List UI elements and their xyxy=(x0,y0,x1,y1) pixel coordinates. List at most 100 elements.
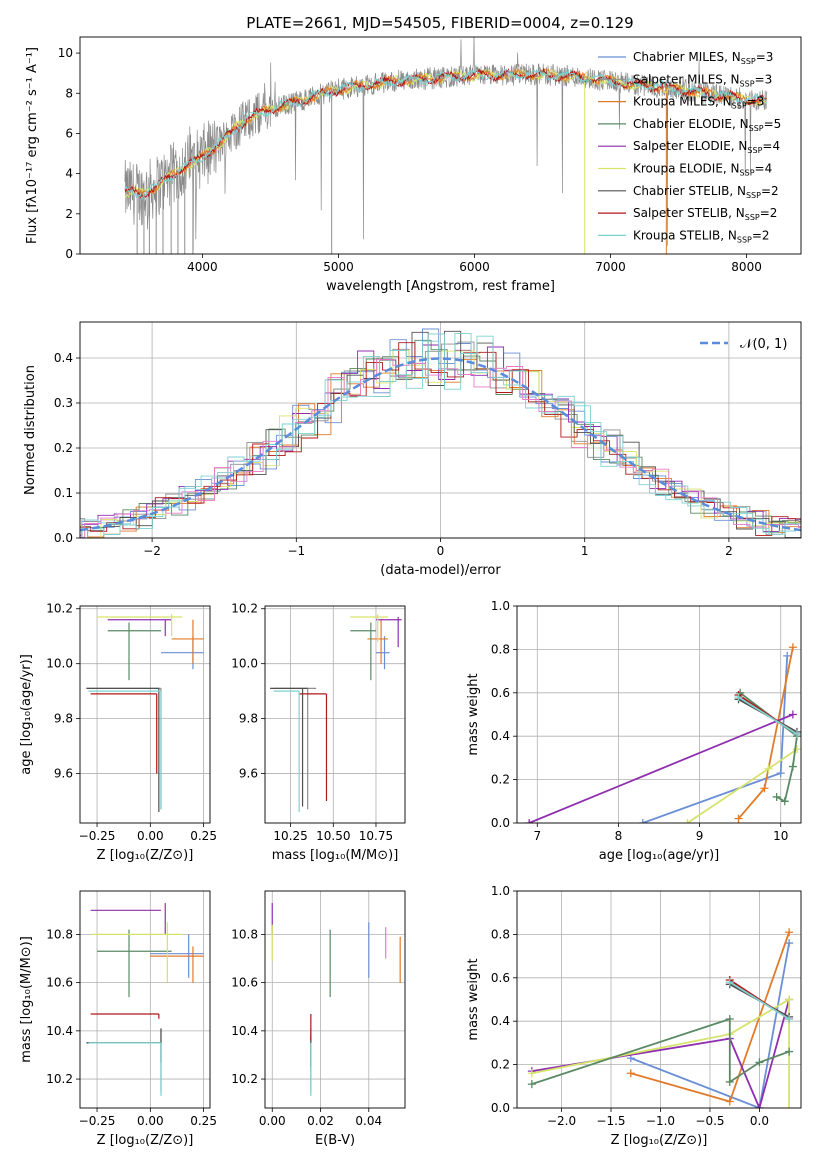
y-tick-label: 0.8 xyxy=(491,927,510,941)
weight-marker-kroupa_miles xyxy=(788,643,797,652)
axes-frame xyxy=(79,36,802,255)
y-tick-label: 10.4 xyxy=(46,1024,73,1038)
y-tick-label: 10.6 xyxy=(46,976,73,990)
weight-line-chabrier_miles xyxy=(642,655,789,823)
x-tick-label: 0.04 xyxy=(355,1114,382,1128)
x-tick-label: 0.00 xyxy=(137,1114,164,1128)
weight-marker-chabrier_elodie xyxy=(772,792,781,801)
y-tick-label: 0.2 xyxy=(491,1058,510,1072)
x-tick-label: −1 xyxy=(287,544,305,558)
x-tick-label: 4000 xyxy=(187,260,218,274)
y-tick-label: 6 xyxy=(65,126,73,140)
x-tick-label: −0.25 xyxy=(79,1114,116,1128)
y-tick-label: 0.4 xyxy=(491,1014,510,1028)
x-tick-label: 0.00 xyxy=(137,829,164,843)
y-tick-label: 0.0 xyxy=(491,1101,510,1115)
y-tick-label: 10.2 xyxy=(46,602,73,616)
legend-label-kroupa_miles: Kroupa MILES, NSSP=3 xyxy=(633,95,764,111)
model-spectrum-kroupa_stelib xyxy=(124,68,767,201)
legend-label-kroupa_elodie: Kroupa ELODIE, NSSP=4 xyxy=(633,162,772,178)
x-tick-label: −0.5 xyxy=(695,1114,724,1128)
axes-frame xyxy=(516,605,802,824)
y-axis-label: Flux [fλ10⁻¹⁷ erg cm⁻² s⁻¹ A⁻¹] xyxy=(25,47,40,244)
axes-frame xyxy=(79,605,211,824)
axes-frame xyxy=(264,605,406,824)
plot-area xyxy=(527,928,794,1108)
weight-marker-kroupa_miles xyxy=(785,928,794,937)
weight-marker-chabrier_elodie xyxy=(725,1077,734,1086)
x-axis-label: (data-model)/error xyxy=(380,563,501,578)
weight-marker-kroupa_stelib xyxy=(792,730,801,739)
x-tick-label: 1 xyxy=(581,544,589,558)
y-axis-label: mass [log₁₀(M/M⊙)] xyxy=(19,936,34,1063)
x-tick-label: 7000 xyxy=(595,260,626,274)
plot-area xyxy=(270,614,402,813)
panel-spectrum: 4000 5000 6000 7000 8000 0 2 4 6 8 10 wavelength [A… xyxy=(25,36,802,294)
x-tick-label: 0 xyxy=(437,544,445,558)
y-tick-label: 10.2 xyxy=(46,1072,73,1086)
panel-mass_vs_ebv: 0.00 0.02 0.04 10.2 10.4 10.6 10.8 E(B-V) xyxy=(231,890,406,1148)
y-tick-label: 10.8 xyxy=(46,927,73,941)
x-axis-label: E(B-V) xyxy=(315,1133,355,1148)
x-axis-label: wavelength [Angstrom, rest frame] xyxy=(326,279,555,294)
plot-area xyxy=(86,903,204,1096)
y-tick-label: 9.6 xyxy=(54,767,73,781)
histogram-kroupa_stelib xyxy=(80,332,801,538)
legend-label-salpeter_miles: Salpeter MILES, NSSP=3 xyxy=(633,72,772,88)
plot-area xyxy=(525,643,801,823)
y-tick-label: 10.2 xyxy=(231,602,258,616)
weight-marker-chabrier_miles xyxy=(776,769,785,778)
x-tick-label: 5000 xyxy=(323,260,354,274)
y-tick-label: 0.0 xyxy=(54,531,73,545)
legend-label-chabrier_stelib: Chabrier STELIB, NSSP=2 xyxy=(633,184,779,200)
y-tick-label: 0.1 xyxy=(54,486,73,500)
weight-marker-kroupa_miles xyxy=(626,1069,635,1078)
x-tick-label: 2 xyxy=(725,544,733,558)
legend-label-chabrier_miles: Chabrier MILES, NSSP=3 xyxy=(633,50,773,66)
weight-line-salpeter_elodie xyxy=(528,713,794,823)
weight-marker-kroupa_elodie xyxy=(792,745,801,754)
x-axis-label: mass [log₁₀(M/M⊙)] xyxy=(272,848,399,863)
weight-marker-kroupa_elodie xyxy=(527,1069,536,1078)
weight-marker-kroupa_miles xyxy=(725,1097,734,1106)
y-tick-label: 0.8 xyxy=(491,642,510,656)
plot-area xyxy=(86,614,204,813)
x-tick-label: 10.50 xyxy=(316,829,350,843)
y-tick-label: 0.4 xyxy=(491,729,510,743)
y-tick-label: 2 xyxy=(65,207,73,221)
observed-spectrum-line xyxy=(124,37,768,251)
x-tick-label: 0.00 xyxy=(259,1114,286,1128)
figure-title: PLATE=2661, MJD=54505, FIBERID=0004, z=0… xyxy=(246,14,633,32)
weight-marker-chabrier_elodie xyxy=(788,762,797,771)
y-tick-label: 10.2 xyxy=(231,1072,258,1086)
y-tick-label: 9.8 xyxy=(239,712,258,726)
y-tick-label: 10.4 xyxy=(231,1024,258,1038)
x-tick-label: −0.25 xyxy=(79,829,116,843)
weight-marker-chabrier_miles xyxy=(638,819,647,823)
weight-marker-kroupa_miles xyxy=(734,814,743,823)
weight-line-kroupa_stelib xyxy=(738,696,798,735)
x-axis-label: Z [log₁₀(Z/Z⊙)] xyxy=(97,848,194,863)
weight-marker-chabrier_elodie xyxy=(527,1080,536,1089)
x-tick-label: 10 xyxy=(773,829,788,843)
histogram-salpeter_elodie_pink xyxy=(80,358,801,538)
x-axis-label: age [log₁₀(age/yr)] xyxy=(599,848,720,863)
weight-line-salpeter_elodie xyxy=(531,999,790,1108)
y-tick-label: 10.6 xyxy=(231,976,258,990)
weight-line-kroupa_stelib xyxy=(729,981,790,1020)
x-tick-label: −2.0 xyxy=(547,1114,576,1128)
y-tick-label: 0.6 xyxy=(491,686,510,700)
y-axis-label: mass weight xyxy=(466,673,481,755)
weight-line-chabrier_miles xyxy=(630,942,790,1108)
weight-marker-kroupa_elodie xyxy=(683,819,692,823)
y-tick-label: 4 xyxy=(65,167,73,181)
y-tick-label: 0.3 xyxy=(54,396,73,410)
y-axis-label: mass weight xyxy=(466,958,481,1040)
y-tick-label: 10.8 xyxy=(231,927,258,941)
weight-marker-salpeter_elodie xyxy=(525,819,534,823)
weight-marker-chabrier_elodie xyxy=(755,1058,764,1067)
x-tick-label: 0.0 xyxy=(750,1114,769,1128)
weight-marker-kroupa_stelib xyxy=(734,693,743,702)
plot-area xyxy=(271,903,401,1096)
